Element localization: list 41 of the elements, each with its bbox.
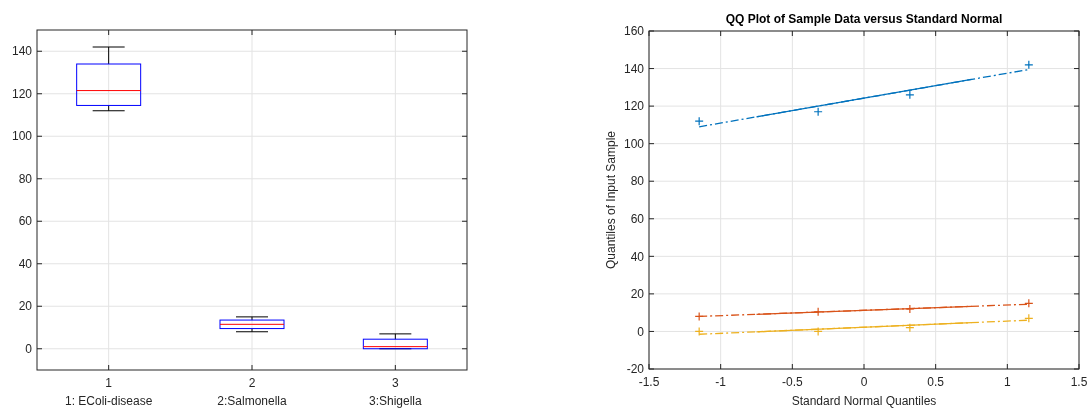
point	[813, 326, 823, 337]
y-tick-label: 0	[25, 341, 33, 356]
y-tick-label: 0	[637, 324, 645, 339]
y-tick-label: 120	[623, 99, 645, 114]
x-tick-label: 0.5	[927, 375, 945, 389]
y-tick-label: 60	[18, 214, 33, 229]
y-tick-label: -20	[626, 362, 645, 377]
point	[905, 304, 915, 314]
point	[694, 116, 704, 126]
x-tick-label: -0.5	[781, 375, 803, 389]
y-tick-label: 40	[18, 256, 33, 271]
y-tick-label: 20	[630, 287, 645, 302]
x-tick-label: 1	[1003, 375, 1011, 389]
chart-title: QQ Plot of Sample Data versus Standard Normal	[725, 12, 1003, 26]
text: 3:Shigella	[368, 394, 423, 408]
y-tick-label: 80	[18, 171, 33, 186]
y-tick-label: 140	[11, 44, 33, 59]
text: 1: EColi-disease	[64, 394, 153, 408]
x-tick-label: 2	[248, 376, 256, 390]
x-tick-label: 0	[860, 375, 868, 389]
x-tick-label: 3	[391, 376, 399, 390]
point	[813, 107, 823, 117]
y-tick-label: 60	[630, 211, 645, 226]
x-tick-label: 1	[105, 376, 113, 390]
y-tick-label: 20	[18, 299, 33, 314]
point	[813, 307, 823, 317]
x-axis-title: Standard Normal Quantiles	[791, 394, 937, 408]
y-tick-label: 120	[11, 86, 33, 101]
x-tick-label: -1	[715, 375, 727, 389]
y-tick-label: 140	[623, 61, 645, 76]
y-tick-label: 40	[630, 249, 645, 264]
y-tick-label: 160	[623, 24, 645, 39]
y-tick-label: 80	[630, 174, 645, 189]
y-axis-title: Quantiles of Input Sample	[604, 130, 618, 270]
text: 2:Salmonella	[217, 394, 288, 408]
point	[905, 323, 915, 333]
x-tick-label: 1.5	[1070, 375, 1088, 389]
point	[905, 90, 915, 100]
y-tick-label: 100	[11, 129, 33, 144]
x-tick-label: -1.5	[638, 375, 660, 389]
y-tick-label: 100	[623, 136, 645, 151]
